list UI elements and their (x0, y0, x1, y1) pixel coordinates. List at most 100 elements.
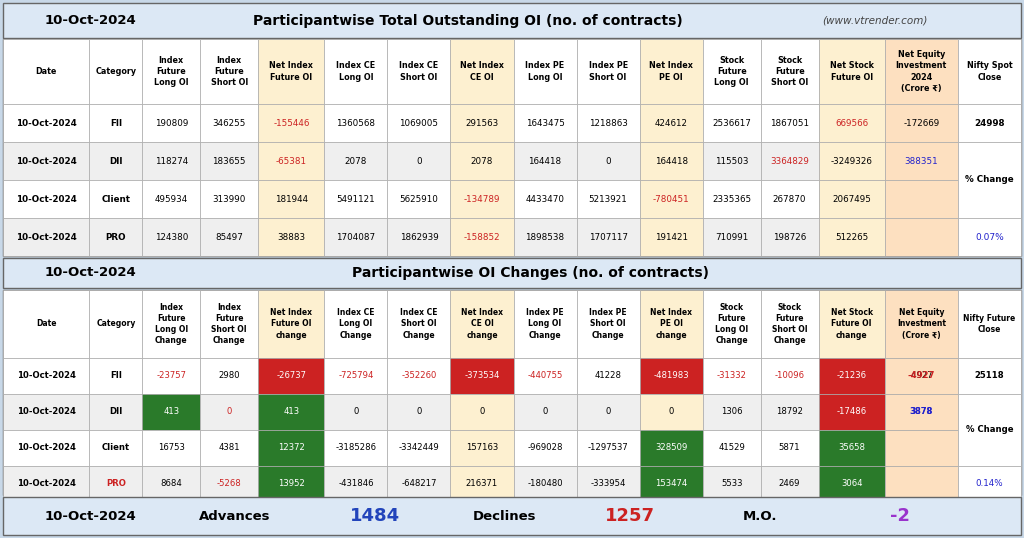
Text: 5491121: 5491121 (337, 195, 375, 203)
Text: 1707117: 1707117 (589, 232, 628, 242)
Bar (957, 218, 1021, 256)
Text: 0: 0 (669, 407, 674, 416)
Text: 10-Oct-2024: 10-Oct-2024 (15, 232, 77, 242)
Text: 157163: 157163 (466, 443, 498, 452)
Text: 10-Oct-2024: 10-Oct-2024 (44, 266, 136, 280)
Bar (89, 142, 142, 180)
Bar (325, 218, 387, 256)
Text: -26737: -26737 (276, 372, 306, 380)
Text: Net Index
CE OI
change: Net Index CE OI change (461, 308, 503, 339)
Bar (577, 180, 640, 218)
Bar (702, 180, 761, 218)
Bar (513, 394, 577, 430)
Bar (387, 430, 451, 466)
Text: 164418: 164418 (654, 157, 688, 166)
Bar (885, 466, 957, 502)
Bar (957, 104, 1021, 142)
Bar (640, 180, 702, 218)
Text: Net Index
PE OI
change: Net Index PE OI change (650, 308, 692, 339)
Text: 10-Oct-2024: 10-Oct-2024 (15, 118, 77, 128)
Text: -373534: -373534 (464, 372, 500, 380)
Text: 495934: 495934 (155, 195, 188, 203)
Bar (142, 290, 201, 358)
Bar (577, 358, 640, 394)
Bar (451, 290, 513, 358)
Text: 115503: 115503 (715, 157, 749, 166)
Text: Net Index
Future OI: Net Index Future OI (269, 61, 313, 82)
Text: -10096: -10096 (774, 372, 805, 380)
Bar (702, 290, 761, 358)
Bar (761, 39, 818, 104)
Bar (702, 39, 761, 104)
Text: Participantwise OI Changes (no. of contracts): Participantwise OI Changes (no. of contr… (351, 266, 709, 280)
Bar (3, 180, 89, 218)
Bar (325, 430, 387, 466)
Text: 0: 0 (416, 157, 422, 166)
Bar (451, 142, 513, 180)
Text: Net Stock
Future OI
change: Net Stock Future OI change (830, 308, 872, 339)
Bar (577, 218, 640, 256)
Text: Advances: Advances (200, 509, 270, 522)
Bar (325, 39, 387, 104)
Bar (577, 430, 640, 466)
Bar (142, 104, 201, 142)
Text: -969028: -969028 (527, 443, 563, 452)
Bar (577, 104, 640, 142)
Text: -155446: -155446 (273, 118, 309, 128)
Bar (818, 180, 885, 218)
Text: Net Index
PE OI: Net Index PE OI (649, 61, 693, 82)
Bar (258, 466, 325, 502)
Bar (387, 180, 451, 218)
Bar (885, 394, 957, 430)
Bar (3, 430, 89, 466)
Bar (761, 394, 818, 430)
Bar (818, 466, 885, 502)
Text: 118274: 118274 (155, 157, 188, 166)
Bar (451, 358, 513, 394)
Text: -172669: -172669 (903, 118, 939, 128)
Bar (142, 430, 201, 466)
Text: Nifty Spot
Close: Nifty Spot Close (967, 61, 1013, 82)
Text: Index
Future
Long OI
Change: Index Future Long OI Change (155, 303, 188, 345)
Text: 2469: 2469 (779, 479, 801, 489)
Text: 35658: 35658 (839, 443, 865, 452)
Bar (577, 290, 640, 358)
Text: -3249326: -3249326 (830, 157, 872, 166)
Text: -3185286: -3185286 (336, 443, 377, 452)
Text: Index
Future
Short OI
Change: Index Future Short OI Change (212, 303, 247, 345)
Text: 1704087: 1704087 (336, 232, 376, 242)
Text: 0.07%: 0.07% (975, 232, 1004, 242)
Text: 10-Oct-2024: 10-Oct-2024 (16, 407, 76, 416)
Text: 1867051: 1867051 (770, 118, 809, 128)
Bar (702, 358, 761, 394)
Text: 183655: 183655 (213, 157, 246, 166)
Bar (3, 290, 1021, 495)
Bar (258, 39, 325, 104)
Text: -5268: -5268 (217, 479, 242, 489)
Text: 216371: 216371 (466, 479, 498, 489)
Text: 2335365: 2335365 (712, 195, 752, 203)
Text: -2: -2 (890, 507, 910, 525)
Text: 3064: 3064 (841, 479, 862, 489)
Bar (818, 39, 885, 104)
Bar (3, 466, 89, 502)
Text: 328509: 328509 (655, 443, 687, 452)
Text: Stock
Future
Short OI: Stock Future Short OI (771, 56, 808, 87)
Bar (325, 290, 387, 358)
Text: 12372: 12372 (278, 443, 305, 452)
Bar (640, 142, 702, 180)
Bar (451, 218, 513, 256)
Text: 313990: 313990 (213, 195, 246, 203)
Bar (577, 394, 640, 430)
Text: -648217: -648217 (401, 479, 436, 489)
Bar (818, 142, 885, 180)
Bar (387, 142, 451, 180)
Text: 0.14%: 0.14% (976, 479, 1004, 489)
Text: 2980: 2980 (218, 372, 240, 380)
Bar (640, 104, 702, 142)
Text: Index CE
Short OI: Index CE Short OI (399, 61, 438, 82)
Bar (513, 104, 577, 142)
Text: 13952: 13952 (278, 479, 305, 489)
Bar (513, 180, 577, 218)
Bar (513, 466, 577, 502)
